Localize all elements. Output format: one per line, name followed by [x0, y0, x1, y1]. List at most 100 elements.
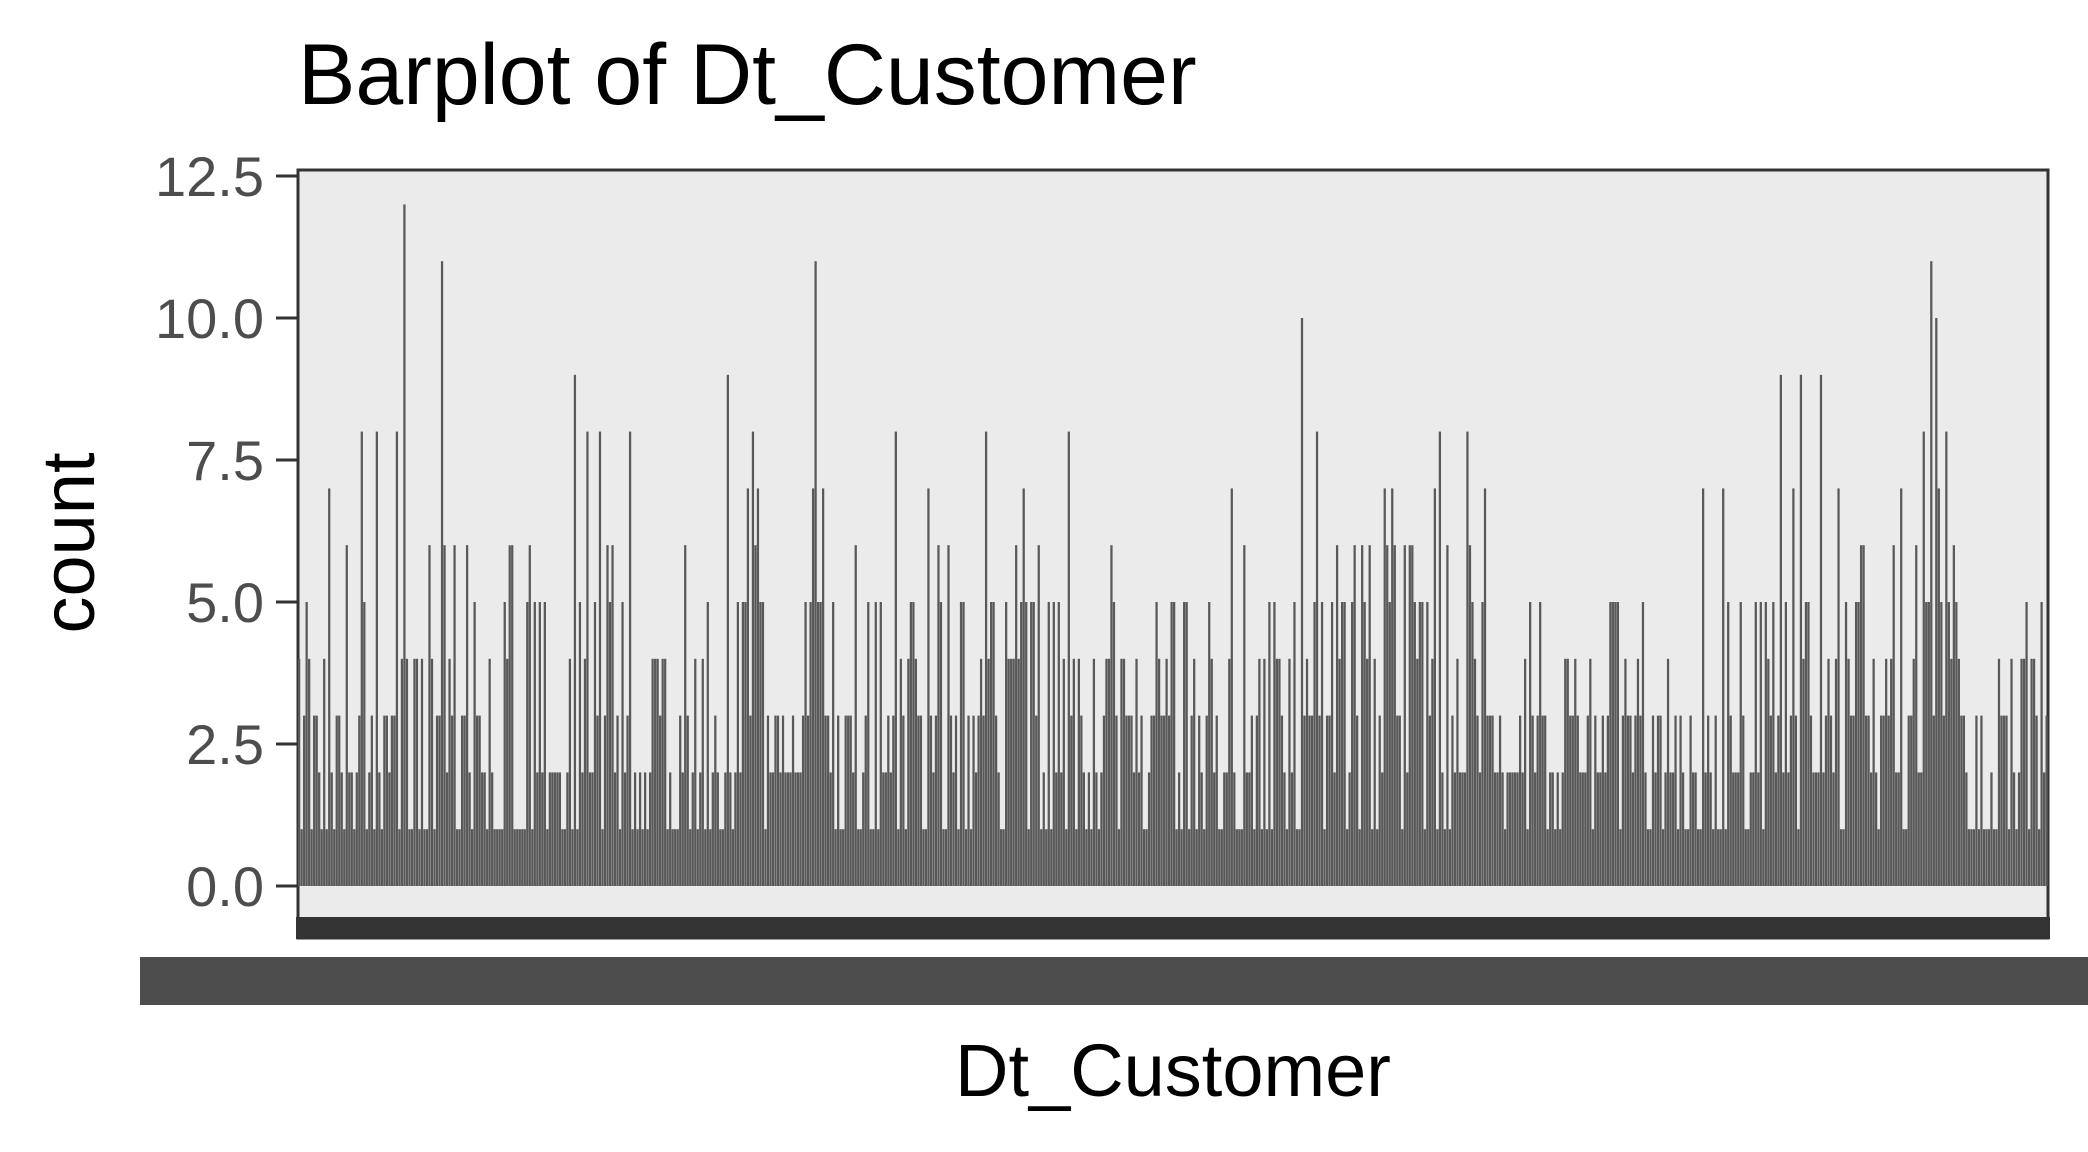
bar — [581, 772, 584, 886]
bar — [1458, 772, 1462, 886]
bar — [488, 658, 491, 886]
bar — [516, 829, 519, 886]
bar — [1248, 772, 1251, 886]
bar — [1804, 602, 1808, 886]
bar — [1298, 829, 1301, 886]
bar — [1844, 602, 1848, 886]
bar — [1235, 829, 1238, 886]
bar — [1691, 772, 1695, 886]
bar — [1125, 715, 1128, 886]
bar — [899, 658, 902, 886]
bar — [596, 715, 599, 886]
bar — [744, 602, 747, 886]
bar — [460, 715, 464, 886]
bar — [618, 829, 622, 886]
bar — [1930, 261, 1933, 886]
bar — [576, 829, 579, 886]
bar — [318, 772, 321, 886]
bar — [1345, 829, 1349, 886]
bar — [1200, 772, 1203, 886]
bar — [1238, 829, 1241, 886]
bar — [1704, 772, 1707, 886]
bar — [779, 772, 782, 886]
bar — [942, 829, 945, 886]
bar — [984, 431, 988, 886]
bar — [1411, 545, 1414, 886]
bar — [1416, 658, 1419, 886]
bar — [1190, 715, 1193, 886]
bar — [1195, 829, 1198, 886]
bar — [1669, 772, 1672, 886]
bar — [1263, 658, 1266, 886]
bar — [914, 658, 918, 886]
bar — [551, 772, 554, 886]
bar — [1679, 715, 1682, 886]
bar — [2042, 772, 2046, 886]
bar — [1985, 829, 1988, 886]
bar — [1689, 715, 1692, 886]
bar — [1722, 488, 1725, 886]
bar — [974, 772, 978, 886]
bar — [957, 829, 960, 886]
bar — [977, 715, 980, 886]
bar — [1007, 658, 1010, 886]
bar — [746, 488, 750, 886]
bar — [1686, 829, 1690, 886]
bar — [1135, 658, 1138, 886]
bar — [1589, 658, 1592, 886]
bar — [1977, 829, 1981, 886]
bar — [1047, 602, 1050, 886]
bar — [1396, 715, 1399, 886]
bar — [1782, 772, 1785, 886]
bar — [894, 431, 897, 886]
bar — [443, 545, 446, 886]
bar — [739, 772, 742, 886]
bar — [771, 772, 775, 886]
bar — [1900, 488, 1903, 886]
bar — [776, 715, 780, 886]
bar — [1473, 658, 1477, 886]
bar — [962, 602, 965, 886]
bar — [1353, 545, 1356, 886]
bar — [1315, 431, 1319, 886]
bar — [1872, 658, 1875, 886]
bar — [929, 715, 933, 886]
bar — [1140, 715, 1143, 886]
bar — [997, 772, 1000, 886]
bar — [323, 658, 326, 886]
bar — [1890, 658, 1893, 886]
bar — [1859, 545, 1863, 886]
bar — [1253, 829, 1256, 886]
bar — [1784, 602, 1788, 886]
bar — [849, 715, 852, 886]
bar — [1107, 658, 1111, 886]
bar — [714, 715, 717, 886]
x-axis-label: Dt_Customer — [955, 1029, 1391, 1112]
bar — [365, 829, 368, 886]
bar — [1443, 829, 1447, 886]
bar — [1960, 715, 1963, 886]
bar — [1596, 772, 1599, 886]
bar — [789, 772, 792, 886]
bar — [1564, 658, 1567, 886]
bar — [1644, 772, 1647, 886]
bar — [1461, 772, 1464, 886]
bar — [1471, 602, 1474, 886]
bar — [1095, 772, 1098, 886]
bar — [1862, 545, 1865, 886]
bar — [934, 715, 938, 886]
bar — [959, 602, 963, 886]
bar — [1356, 715, 1359, 886]
bar — [1373, 658, 1376, 886]
bar — [1634, 715, 1637, 886]
bar — [1295, 829, 1299, 886]
bar — [458, 829, 461, 886]
bar — [1032, 602, 1035, 886]
bar — [1744, 829, 1747, 886]
bar — [483, 772, 486, 886]
bar — [1817, 772, 1820, 886]
bar — [1100, 772, 1103, 886]
bar — [1193, 658, 1196, 886]
bar — [548, 772, 551, 886]
bars-group — [298, 204, 2048, 886]
